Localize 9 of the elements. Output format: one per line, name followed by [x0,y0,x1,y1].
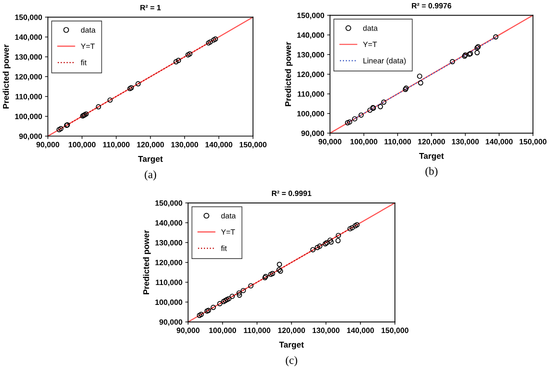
text: (c) [286,356,298,366]
x-axis-title: Target [138,156,163,164]
y-axis-title: Predicted power [284,42,293,106]
x-axis-title: Target [279,342,304,350]
y-axis-title: Predicted power [2,44,11,109]
text: (a) [144,170,156,180]
text: (b) [425,167,438,178]
y-axis-title: Predicted power [143,230,151,294]
x-axis-title: Target [419,153,444,161]
